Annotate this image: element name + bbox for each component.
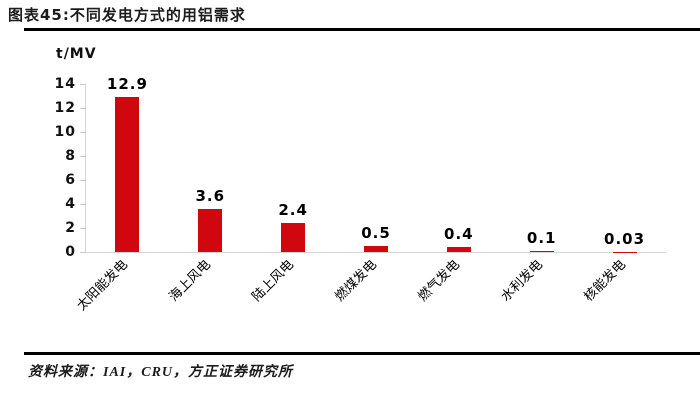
bar-value-label: 3.6	[195, 186, 226, 205]
x-category-label: 核能发电	[581, 257, 629, 305]
bar	[115, 97, 140, 252]
x-category-label: 燃煤发电	[332, 257, 380, 305]
y-tick-label: 2	[65, 220, 76, 236]
y-tick-mark	[80, 156, 86, 157]
y-tick-label: 12	[54, 100, 76, 116]
bar-value-label: 0.03	[604, 229, 646, 248]
bar-chart-plot-area: t/MV 0 2 4 6 8 10 12 14 12.9 太阳能发电 3.6 海上风电 2.4 陆上风电 0…	[55, 46, 666, 314]
bar	[446, 247, 471, 252]
bar	[529, 250, 554, 252]
footer-divider	[24, 352, 700, 355]
bar-value-label: 12.9	[106, 75, 148, 94]
source-note: 资料来源：IAI，CRU，方正证券研究所	[28, 365, 294, 380]
bar-value-label: 0.1	[526, 228, 557, 247]
y-tick-label: 6	[65, 172, 76, 188]
bar	[281, 223, 306, 252]
chart-title: 图表45:不同发电方式的用铝需求	[8, 6, 246, 24]
y-tick-mark	[80, 132, 86, 133]
y-tick-mark	[80, 108, 86, 109]
bar-value-label: 0.5	[361, 224, 391, 242]
bar	[198, 208, 223, 252]
y-tick-label: 4	[65, 196, 76, 212]
y-tick-mark	[80, 180, 86, 181]
y-tick-mark	[80, 204, 86, 205]
bar-value-label: 0.4	[444, 225, 474, 244]
bar	[364, 246, 388, 252]
y-tick-label: 8	[65, 148, 76, 164]
x-category-label: 陆上风电	[249, 257, 298, 305]
y-tick-label: 14	[54, 76, 76, 92]
x-category-label: 燃气发电	[415, 257, 463, 305]
bar-value-label: 2.4	[278, 201, 308, 220]
x-category-label: 海上风电	[166, 257, 215, 305]
y-tick-mark	[80, 252, 86, 253]
title-divider	[24, 28, 700, 31]
y-tick-mark	[80, 228, 86, 229]
y-tick-label: 0	[65, 244, 76, 260]
x-category-label: 水利发电	[498, 257, 546, 305]
y-tick-label: 10	[54, 124, 76, 140]
y-axis-unit-label: t/MV	[56, 46, 97, 62]
x-category-label: 太阳能发电	[74, 257, 132, 314]
y-tick-mark	[80, 84, 86, 85]
